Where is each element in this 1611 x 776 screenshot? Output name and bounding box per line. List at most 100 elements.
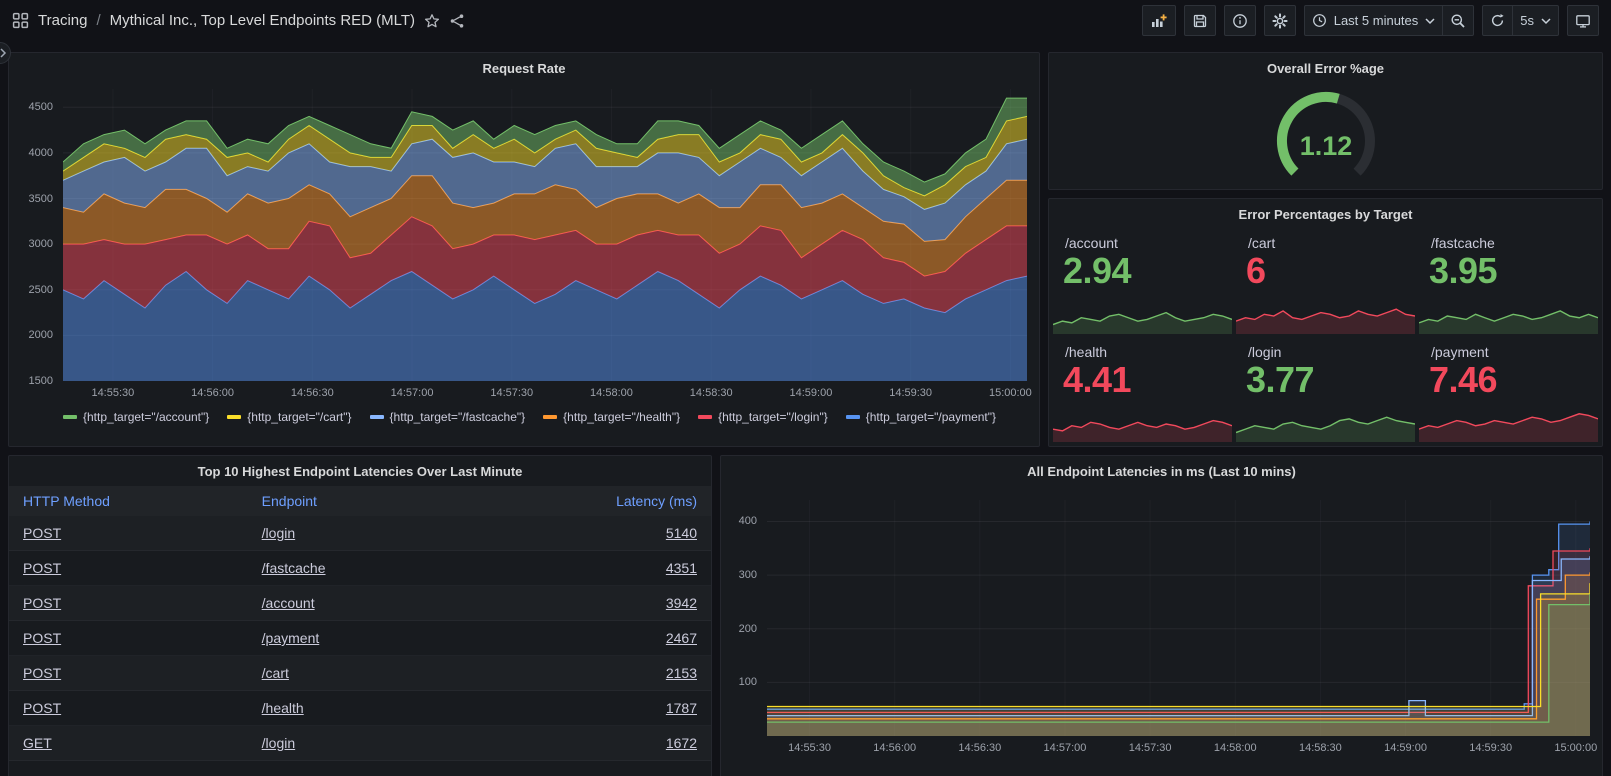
stat-login: /login 3.77 [1236,338,1415,442]
panel-title-request-rate[interactable]: Request Rate [482,61,566,76]
panel-title-error-percentages[interactable]: Error Percentages by Target [1238,207,1413,222]
time-range-picker[interactable]: Last 5 minutes [1303,5,1444,36]
table-row: POST/health 1787 [9,690,711,726]
stat-sparkline [1053,292,1232,334]
panel-title-all-latencies[interactable]: All Endpoint Latencies in ms (Last 10 mi… [1027,464,1296,479]
monitor-icon [1576,14,1590,28]
table-cell-link[interactable]: 3942 [665,595,697,611]
latency-chart[interactable] [767,500,1591,736]
panel-title-overall-error[interactable]: Overall Error %age [1266,61,1385,76]
table-cell: 1672 [472,725,711,761]
column-header-endpoint[interactable]: Endpoint [247,486,473,516]
legend-label: {http_target="/fastcache"} [389,410,526,424]
stat-sparkline [1419,400,1598,442]
request-rate-chart[interactable] [62,89,1028,446]
chevron-down-icon [1425,17,1435,24]
table-cell-link[interactable]: /login [261,525,296,541]
column-header-http-method[interactable]: HTTP Method [9,486,248,516]
x-axis-label: 14:59:00 [789,387,833,399]
stat-value: 4.41 [1063,358,1132,400]
legend-item[interactable]: {http_target="/cart"} [227,410,352,424]
y-axis-label: 200 [738,622,757,635]
table-cell-link[interactable]: /account [261,595,315,611]
legend-swatch [845,415,860,419]
panel-all-latencies: All Endpoint Latencies in ms (Last 10 mi… [720,455,1603,776]
refresh-interval-picker[interactable]: 5s [1513,5,1559,36]
column-header-latency[interactable]: Latency (ms) [472,486,711,516]
x-axis-label: 14:58:00 [590,387,633,399]
x-axis-label: 14:58:30 [1298,742,1342,754]
y-axis-label: 1500 [28,375,53,387]
stat-sparkline [1236,400,1415,442]
table-cell-link[interactable]: 5140 [665,525,697,541]
stat-value: 6 [1246,250,1266,291]
y-axis-label: 2500 [28,283,53,296]
table-cell-link[interactable]: POST [23,665,62,681]
legend-swatch [543,415,558,419]
table-cell-link[interactable]: 1672 [665,735,697,751]
stat-label: /fastcache [1431,235,1495,251]
table-cell-link[interactable]: POST [23,595,62,611]
zoom-out-button[interactable] [1443,5,1475,36]
table-row: POST/cart 2153 [9,655,711,691]
dashboard-toolbar: Last 5 minutes 5s [1141,5,1599,36]
legend-item[interactable]: {http_target="/fastcache"} [369,410,526,424]
y-axis-label: 4000 [28,146,53,159]
table-cell-link[interactable]: /login [261,735,296,751]
kiosk-mode-button[interactable] [1567,5,1599,36]
table-row: POST/fastcache 4351 [9,550,711,586]
table-cell-link[interactable]: 2467 [665,630,697,646]
table-cell-link[interactable]: /cart [261,665,289,681]
table-cell-link[interactable]: POST [23,560,62,576]
dashboard-settings-button[interactable] [1263,5,1296,36]
table-cell-link[interactable]: /fastcache [261,560,326,576]
legend-item[interactable]: {http_target="/login"} [698,410,828,424]
table-cell-link[interactable]: POST [23,525,62,541]
panel-overall-error: Overall Error %age 1.12 [1048,52,1603,190]
y-axis-label: 3000 [28,238,53,251]
breadcrumb-dashboard-title[interactable]: Mythical Inc., Top Level Endpoints RED (… [109,12,416,29]
x-axis-label: 14:56:30 [958,742,1002,754]
breadcrumb-app[interactable]: Tracing [38,12,88,29]
table-cell-link[interactable]: 1787 [665,700,697,716]
dashboard-insights-button[interactable] [1223,5,1256,36]
breadcrumb: Tracing / Mythical Inc., Top Level Endpo… [12,12,465,29]
share-icon[interactable] [449,13,465,29]
refresh-button[interactable] [1482,5,1514,36]
add-panel-icon [1151,13,1167,27]
table-cell: /login [247,725,473,761]
table-cell-link[interactable]: /payment [261,630,320,646]
table-cell-link[interactable]: GET [23,735,52,751]
y-axis-label: 400 [738,515,757,528]
stat-label: /account [1065,235,1118,251]
legend-item[interactable]: {http_target="/health"} [543,410,680,424]
legend-item[interactable]: {http_target="/account"} [63,410,209,424]
table-header-row: HTTP Method Endpoint Latency (ms) [9,486,711,516]
table-cell: POST [9,620,248,656]
table-cell-link[interactable]: /health [261,700,304,716]
apps-menu-icon[interactable] [12,12,29,29]
stat-label: /cart [1248,235,1276,251]
table-cell-link[interactable]: POST [23,700,62,716]
save-dashboard-button[interactable] [1183,5,1216,36]
chevron-right-icon [0,48,7,58]
breadcrumb-separator: / [96,12,101,29]
table-cell-link[interactable]: 2153 [665,665,697,681]
add-panel-button[interactable] [1141,5,1176,36]
table-cell-link[interactable]: POST [23,630,62,646]
x-axis-label: 14:55:30 [91,387,135,399]
x-axis-label: 14:57:30 [1128,742,1172,754]
favorite-star-icon[interactable] [424,13,440,29]
x-axis-label: 14:56:30 [290,387,334,399]
x-axis-label: 14:59:00 [1384,742,1427,754]
legend-item[interactable]: {http_target="/payment"} [845,410,996,424]
legend-swatch [698,415,713,419]
table-cell: 4351 [472,550,711,586]
panel-title-latency-table[interactable]: Top 10 Highest Endpoint Latencies Over L… [197,464,523,479]
save-icon [1193,14,1206,27]
request-rate-x-axis: 14:55:30 14:56:00 14:56:30 14:57:00 14:57:30… [63,387,1031,401]
legend-swatch [369,415,384,419]
x-axis-label: 14:59:30 [889,387,933,399]
table-cell-link[interactable]: 4351 [665,560,697,576]
dashboard-grid: Request Rate 4500 4000 3500 3000 2500 2000 150… [0,41,1611,776]
